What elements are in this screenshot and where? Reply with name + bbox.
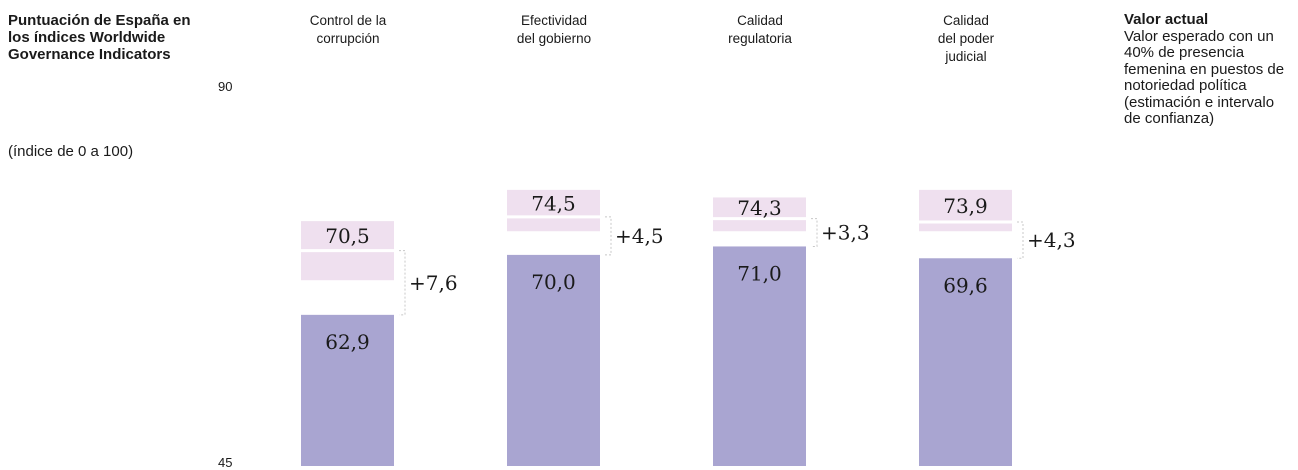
diff-bracket-3: [1017, 221, 1024, 259]
y-tick-90: 90: [218, 79, 233, 94]
ci-box-2: [713, 197, 806, 232]
ci-box-3: [919, 189, 1012, 232]
actual-value-2: 71,0: [737, 261, 782, 285]
actual-bar-0: [301, 314, 394, 466]
expected-value-0: 70,5: [325, 224, 370, 248]
expected-value-2: 74,3: [737, 196, 782, 220]
actual-bar-2: [713, 246, 806, 466]
diff-label-3: +4,3: [1027, 228, 1076, 252]
chart-subtitle: (índice de 0 a 100): [8, 143, 134, 160]
actual-value-1: 70,0: [531, 270, 576, 294]
diff-label-0: +7,6: [409, 271, 458, 295]
ci-box-1: [507, 189, 600, 232]
category-label-2: Calidad regulatoria: [728, 13, 792, 46]
diff-label-1: +4,5: [615, 224, 664, 248]
legend: Valor actual Valor esperado con un 40% d…: [1124, 11, 1294, 128]
diff-bracket-1: [605, 216, 612, 256]
chart-title: Puntuación de España en los índices Worl…: [8, 12, 191, 63]
expected-value-1: 74,5: [531, 191, 576, 215]
diff-bracket-2: [811, 218, 818, 247]
actual-bar-3: [919, 258, 1012, 466]
diff-label-2: +3,3: [821, 221, 870, 245]
category-label-0: Control de la corrupción: [309, 13, 387, 46]
diff-bracket-0: [399, 250, 406, 316]
legend-expected: Valor esperado con un 40% de presencia f…: [1124, 27, 1285, 127]
actual-bar-1: [507, 254, 600, 466]
category-label-1: Efectividad del gobierno: [516, 13, 592, 46]
actual-value-0: 62,9: [325, 330, 370, 354]
legend-actual: Valor actual: [1124, 11, 1209, 28]
category-label-3: Calidad del poder judicial: [937, 13, 995, 64]
expected-value-3: 73,9: [943, 194, 988, 218]
actual-value-3: 69,6: [943, 273, 988, 297]
